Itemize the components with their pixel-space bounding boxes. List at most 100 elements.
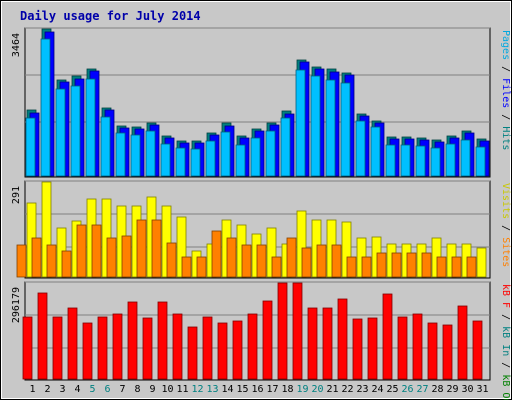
bar	[202, 316, 213, 380]
x-tick-label: 3	[59, 384, 65, 395]
legend-text: Visits / Sites	[500, 183, 511, 267]
bar	[322, 307, 333, 380]
bar	[337, 298, 348, 380]
bar	[220, 131, 231, 177]
bar	[400, 144, 411, 177]
bar	[301, 247, 312, 278]
bar	[106, 237, 117, 278]
bar	[61, 250, 72, 278]
bar	[376, 252, 387, 278]
bar	[121, 235, 132, 278]
bar	[100, 116, 111, 177]
bar	[205, 140, 216, 177]
bar	[235, 144, 246, 177]
bar	[367, 317, 378, 380]
x-tick-label: 25	[386, 384, 398, 395]
x-tick-label: 29	[446, 384, 458, 395]
bar	[82, 322, 93, 380]
bar	[385, 144, 396, 177]
bar	[415, 145, 426, 177]
bar	[176, 216, 187, 278]
bar	[127, 301, 138, 380]
chart-title: Daily usage for July 2014	[20, 9, 201, 23]
bar	[340, 82, 351, 177]
x-tick-label: 18	[281, 384, 293, 395]
bar	[370, 126, 381, 177]
x-tick-label: 13	[206, 384, 218, 395]
legend-item: Files	[500, 78, 511, 108]
y-tick-label: 291	[11, 186, 22, 204]
series-kb-f	[22, 282, 483, 380]
bar	[55, 88, 66, 177]
bar	[307, 307, 318, 380]
panel-legend: Pages / Files / Hits	[500, 30, 511, 150]
bar	[475, 146, 486, 177]
bar	[190, 148, 201, 177]
bar	[265, 130, 276, 177]
bar	[421, 252, 432, 278]
bar	[52, 316, 63, 380]
bar	[160, 143, 171, 177]
x-tick-label: 24	[371, 384, 383, 395]
bar	[226, 237, 237, 278]
bar	[232, 320, 243, 380]
bar	[406, 252, 417, 278]
legend-item: Visits	[500, 183, 511, 219]
x-tick-label: 12	[191, 384, 203, 395]
x-tick-label: 15	[236, 384, 248, 395]
bar	[181, 256, 192, 278]
bar	[217, 322, 228, 380]
bar	[310, 75, 321, 177]
bar	[466, 256, 477, 278]
panel-legend: kB F / kB In / kB Out	[500, 284, 511, 400]
bar	[341, 221, 352, 278]
legend-separator: /	[500, 356, 511, 374]
x-tick-label: 30	[461, 384, 473, 395]
chart-panels: 3464 Pages / Files / Hits 291 Visits / Site…	[11, 27, 511, 400]
bar	[316, 244, 327, 278]
x-axis-labels: 1 2 3 4 5 6 7 8 9 10 11 12 13 14 15 16 17 18 19 20 21 22 23 24 2…	[29, 384, 488, 395]
bar	[262, 300, 273, 380]
bar	[277, 282, 288, 380]
x-tick-label: 2	[44, 384, 50, 395]
bar	[22, 316, 33, 380]
legend-item: kB Out	[500, 374, 511, 400]
bar	[67, 307, 78, 380]
bar	[157, 301, 168, 380]
bar	[355, 120, 366, 177]
bar	[40, 38, 51, 177]
panel-1: 3464 Pages / Files / Hits	[11, 27, 511, 178]
bar	[445, 143, 456, 177]
bar	[25, 117, 36, 177]
legend-item: Hits	[500, 126, 511, 150]
x-tick-label: 26	[401, 384, 413, 395]
bar	[382, 293, 393, 380]
bar	[145, 130, 156, 177]
legend-separator: /	[500, 60, 511, 78]
x-tick-label: 17	[266, 384, 278, 395]
bar	[250, 137, 261, 177]
bar	[325, 79, 336, 177]
bar	[76, 224, 87, 278]
x-tick-label: 10	[161, 384, 173, 395]
bar	[97, 316, 108, 380]
bar	[16, 244, 27, 278]
bar	[451, 256, 462, 278]
x-tick-label: 6	[104, 384, 110, 395]
legend-item: Sites	[500, 237, 511, 267]
bar	[442, 324, 453, 380]
bar	[211, 230, 222, 278]
series-pages	[25, 38, 486, 177]
bar	[142, 317, 153, 380]
bar	[151, 219, 162, 278]
bar	[397, 316, 408, 380]
x-tick-label: 5	[89, 384, 95, 395]
bar	[457, 305, 468, 380]
bar	[460, 139, 471, 177]
bar	[361, 256, 372, 278]
bar	[331, 244, 342, 278]
bar	[41, 181, 52, 278]
x-tick-label: 7	[119, 384, 125, 395]
bar	[346, 256, 357, 278]
bar	[266, 227, 277, 278]
